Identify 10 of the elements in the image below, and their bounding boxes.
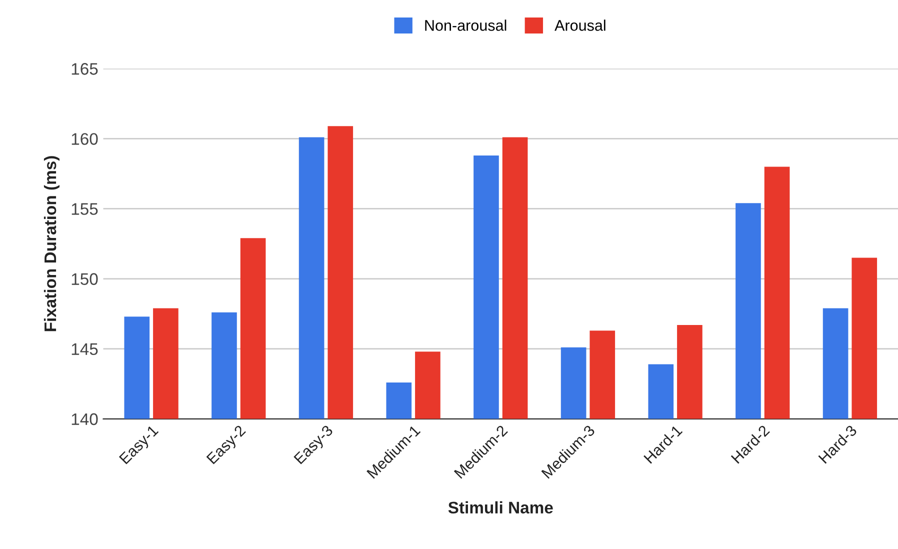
- x-axis-title: Stimuli Name: [448, 501, 553, 514]
- y-tick-label: 155: [72, 203, 98, 215]
- y-axis-title: Fixation Duration (ms): [44, 156, 60, 332]
- y-tick-label: 140: [72, 413, 98, 426]
- legend-label: Arousal: [554, 20, 606, 31]
- y-tick-label: 150: [72, 273, 98, 285]
- y-tick-label: 165: [72, 63, 98, 75]
- legend-label: Non-arousal: [425, 20, 506, 31]
- y-tick-label: 160: [72, 133, 98, 145]
- y-tick-label: 145: [72, 343, 98, 356]
